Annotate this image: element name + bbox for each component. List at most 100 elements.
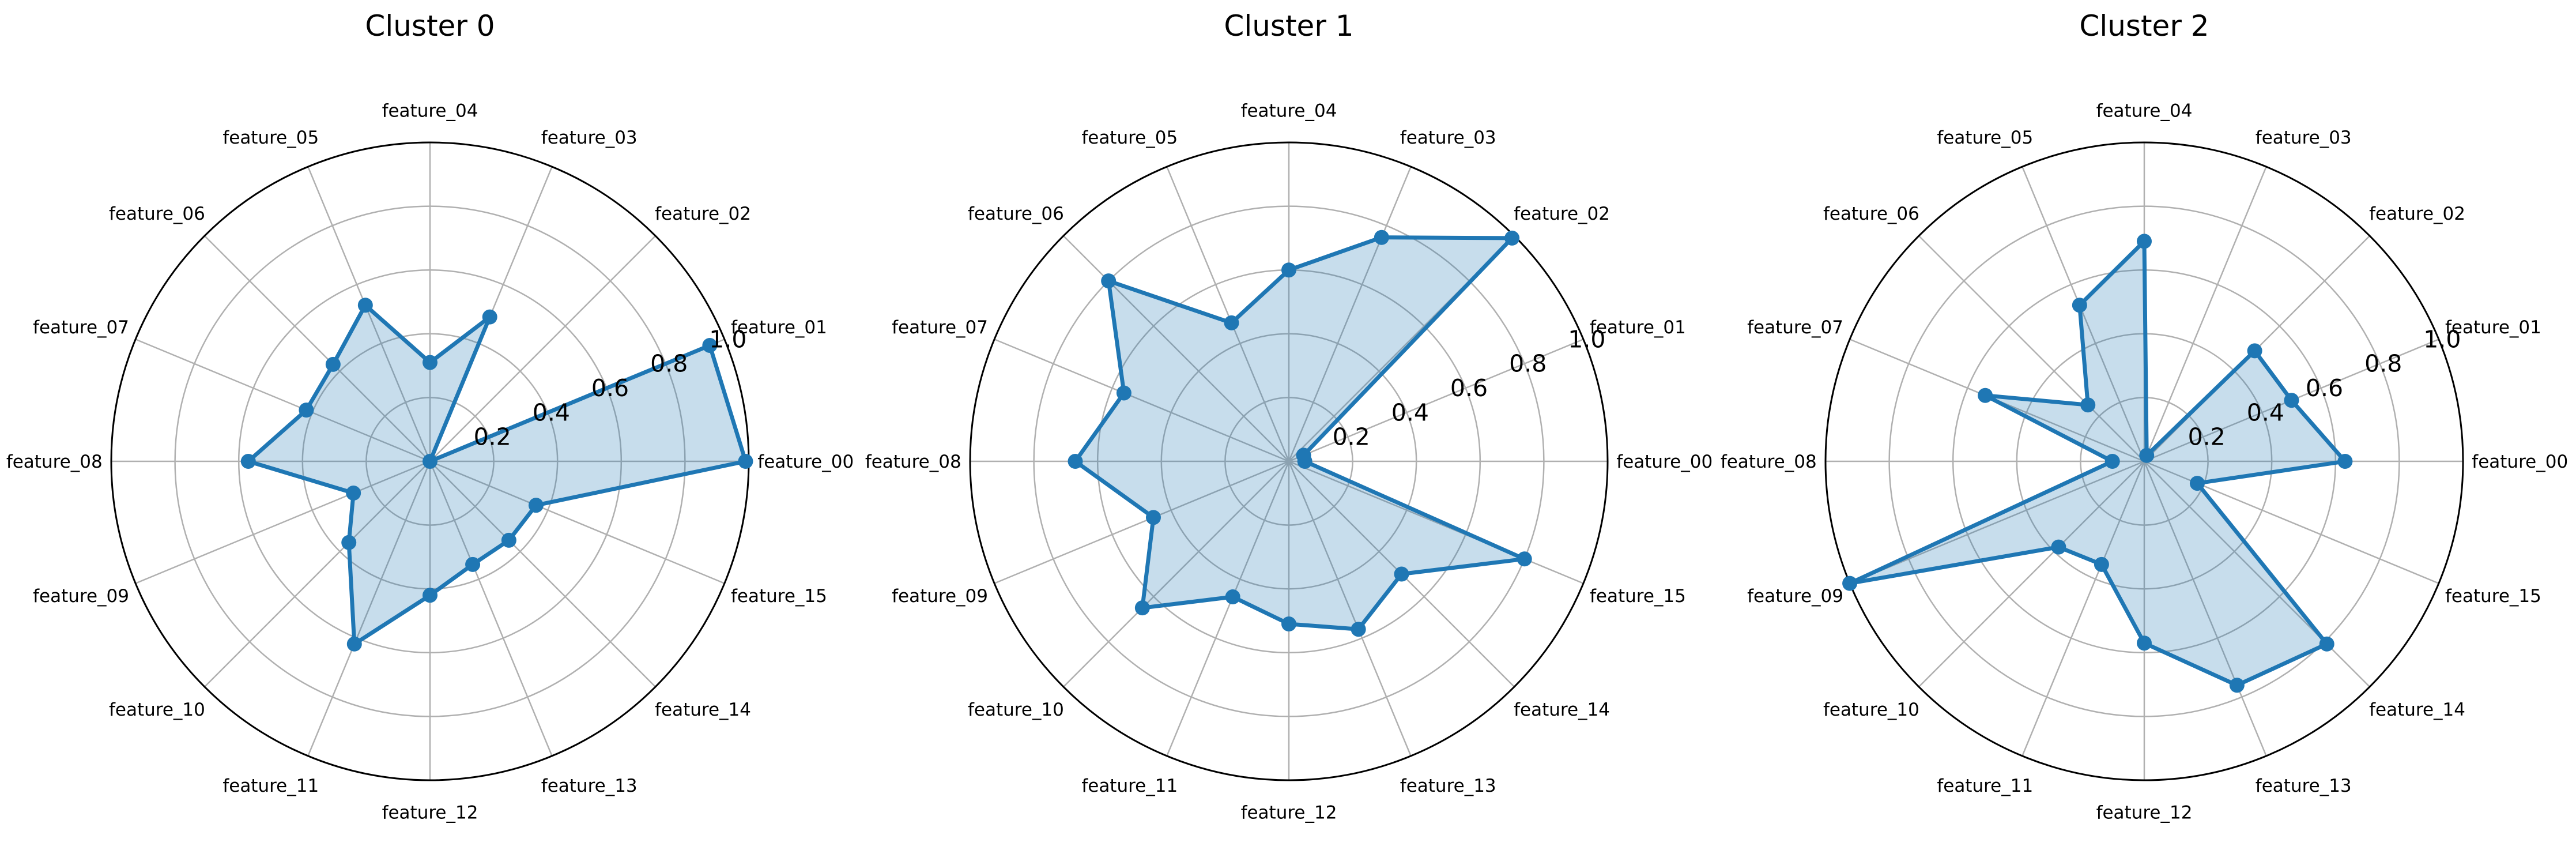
grid-spoke: [1288, 460, 1584, 584]
data-point: [528, 498, 544, 513]
category-label: feature_09: [892, 586, 988, 607]
category-label: feature_15: [731, 586, 827, 607]
radial-tick-label: 0.6: [591, 374, 629, 402]
data-point: [2319, 636, 2334, 652]
data-point: [346, 636, 362, 652]
grid-spoke: [1918, 461, 2145, 687]
grid-spoke: [1849, 460, 2145, 584]
chart-title: Cluster 0: [365, 9, 495, 43]
category-label: feature_04: [2096, 101, 2193, 122]
data-point: [1351, 622, 1366, 637]
data-point: [2104, 454, 2120, 469]
grid-spoke: [135, 339, 431, 462]
grid-spoke: [429, 461, 656, 687]
radial-tick-label: 1.0: [1568, 325, 1605, 353]
data-point: [423, 454, 437, 469]
data-point: [501, 532, 516, 548]
data-point: [357, 298, 373, 313]
data-point: [1504, 230, 1520, 246]
data-point: [1068, 454, 1083, 469]
category-label: feature_15: [1590, 586, 1686, 607]
category-label: feature_04: [382, 101, 478, 122]
data-point: [2137, 635, 2152, 651]
grid-spoke: [1288, 461, 1412, 757]
radar-panel-cluster-1: Cluster 1 0.20.40.60.81.0feature_00featu…: [865, 9, 1713, 823]
category-label: feature_15: [2445, 586, 2541, 607]
data-point: [2094, 556, 2109, 572]
radial-tick-label: 0.2: [1333, 423, 1370, 451]
category-label: feature_06: [109, 204, 205, 224]
data-point: [2189, 476, 2205, 491]
data-point: [1374, 230, 1389, 245]
category-label: feature_07: [33, 317, 129, 338]
data-point: [2072, 298, 2087, 313]
data-point: [2247, 343, 2262, 359]
radial-tick-label: 0.4: [533, 398, 570, 426]
grid-spoke: [1063, 461, 1289, 687]
data-point: [1101, 273, 1117, 289]
category-label: feature_11: [222, 776, 319, 796]
radial-tick-label: 0.6: [2306, 374, 2343, 402]
category-label: feature_14: [1514, 699, 1610, 720]
category-label: feature_08: [865, 452, 961, 472]
radial-tick-label: 0.4: [1391, 398, 1429, 426]
category-label: feature_07: [1747, 317, 1843, 338]
data-point: [482, 309, 497, 325]
series-area: [1075, 237, 1525, 630]
polar-frame: [1824, 141, 2464, 781]
series-area: [248, 305, 746, 644]
category-label: feature_12: [382, 802, 478, 823]
grid-spoke: [2021, 461, 2145, 757]
data-point: [1281, 616, 1296, 632]
category-label: feature_13: [2256, 776, 2352, 796]
grid-spoke: [307, 461, 431, 757]
grid-spoke: [2143, 166, 2267, 462]
data-point: [1296, 447, 1311, 463]
data-point: [325, 356, 341, 372]
category-label: feature_08: [6, 452, 103, 472]
grid-spoke: [994, 339, 1289, 462]
grid-spoke: [2143, 461, 2267, 757]
grid-spoke: [307, 166, 431, 462]
grid-spoke: [994, 460, 1289, 584]
category-label: feature_11: [1937, 776, 2033, 796]
data-point: [346, 486, 361, 501]
data-point: [2337, 454, 2353, 469]
radial-tick-label: 0.2: [474, 423, 511, 451]
category-label: feature_00: [2472, 452, 2568, 472]
radial-tick-label: 0.2: [2188, 423, 2226, 451]
data-point: [1225, 589, 1240, 605]
category-label: feature_12: [1241, 802, 1337, 823]
radial-tick-label: 1.0: [709, 325, 746, 353]
category-label: feature_01: [2445, 317, 2541, 338]
category-label: feature_10: [109, 699, 205, 720]
category-label: feature_11: [1081, 776, 1178, 796]
category-label: feature_00: [1616, 452, 1713, 472]
data-point: [2229, 678, 2245, 693]
grid-spoke: [1166, 461, 1290, 757]
category-label: feature_02: [1514, 204, 1610, 224]
grid-spoke: [2021, 166, 2145, 462]
radial-tick-label: 1.0: [2423, 325, 2461, 353]
grid-spoke: [204, 461, 431, 687]
category-label: feature_03: [541, 127, 638, 148]
grid-spoke: [135, 460, 431, 584]
data-point: [1145, 510, 1161, 525]
category-label: feature_05: [1937, 127, 2033, 148]
category-label: feature_06: [968, 204, 1064, 224]
category-label: feature_14: [655, 699, 751, 720]
polar-frame: [969, 141, 1609, 781]
category-label: feature_06: [1823, 204, 1919, 224]
chart-title: Cluster 2: [2079, 9, 2209, 43]
data-point: [299, 403, 314, 418]
data-point: [341, 535, 357, 550]
category-label: feature_09: [1747, 586, 1843, 607]
grid-spoke: [1288, 339, 1584, 462]
category-label: feature_10: [1823, 699, 1919, 720]
category-label: feature_10: [968, 699, 1064, 720]
radial-tick-label: 0.8: [1509, 350, 1547, 378]
data-point: [2080, 397, 2096, 413]
category-label: feature_00: [757, 452, 854, 472]
category-label: feature_13: [541, 776, 638, 796]
data-point: [2051, 539, 2066, 555]
